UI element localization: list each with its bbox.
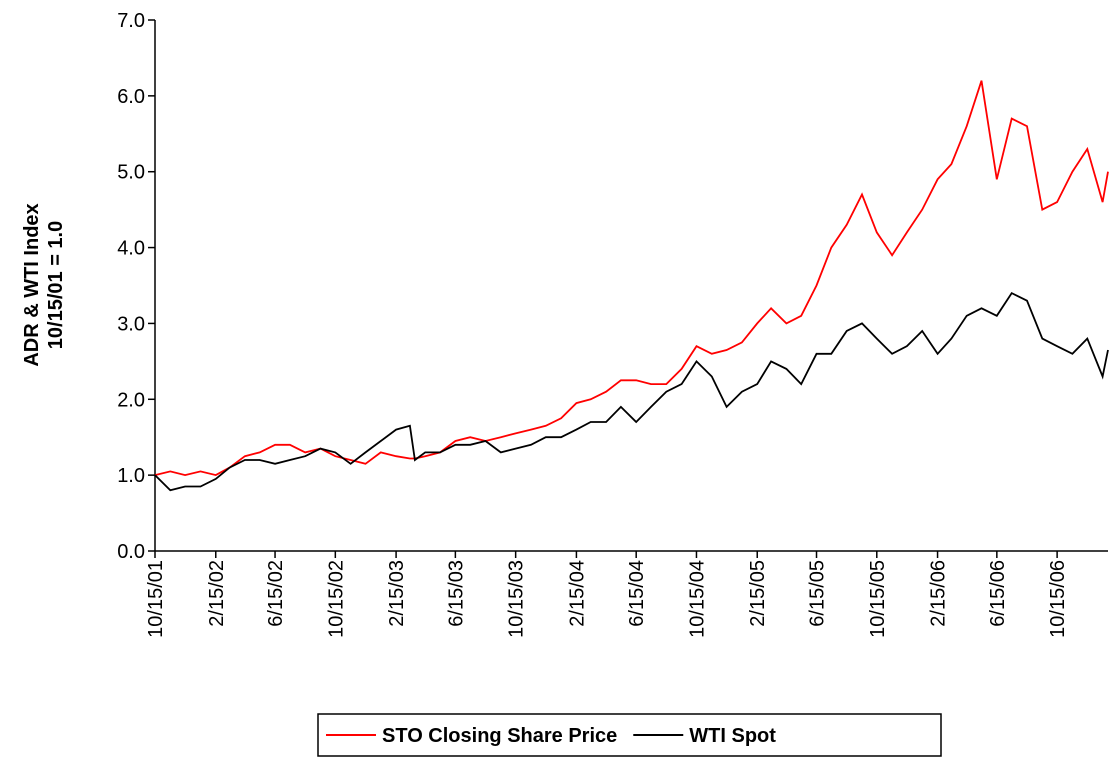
x-tick-label: 10/15/05	[867, 560, 889, 638]
y-axis-label: ADR & WTI Index	[21, 203, 43, 366]
y-tick-label: 2.0	[117, 389, 145, 411]
x-tick-label: 10/15/03	[506, 560, 528, 638]
x-tick-label: 6/15/04	[626, 560, 648, 627]
x-tick-label: 6/15/03	[445, 560, 467, 627]
x-tick-label: 6/15/02	[265, 560, 287, 627]
y-tick-label: 1.0	[117, 465, 145, 487]
legend-label: WTI Spot	[689, 725, 776, 747]
series-line	[154, 80, 1109, 477]
y-tick-label: 5.0	[117, 162, 145, 184]
x-tick-label: 6/15/05	[807, 560, 829, 627]
y-axis-label: 10/15/01 = 1.0	[45, 221, 67, 349]
x-tick-label: 6/15/06	[987, 560, 1009, 627]
y-tick-label: 0.0	[117, 541, 145, 563]
x-tick-label: 10/15/02	[325, 560, 347, 638]
legend-box	[317, 713, 942, 757]
x-tick-label: 2/15/02	[206, 560, 228, 627]
x-tick-label: 2/15/03	[386, 560, 408, 627]
x-tick-label: 10/15/06	[1047, 560, 1069, 638]
x-tick-label: 10/15/01	[145, 560, 167, 638]
x-tick-label: 2/15/05	[747, 560, 769, 627]
legend-label: STO Closing Share Price	[382, 725, 617, 747]
y-tick-label: 4.0	[117, 238, 145, 260]
x-tick-label: 10/15/04	[686, 560, 708, 638]
x-tick-label: 2/15/06	[928, 560, 950, 627]
y-tick-label: 6.0	[117, 86, 145, 108]
x-tick-label: 2/15/04	[566, 560, 588, 627]
y-tick-label: 3.0	[117, 313, 145, 335]
series-line	[154, 291, 1109, 492]
y-tick-label: 7.0	[117, 10, 145, 32]
